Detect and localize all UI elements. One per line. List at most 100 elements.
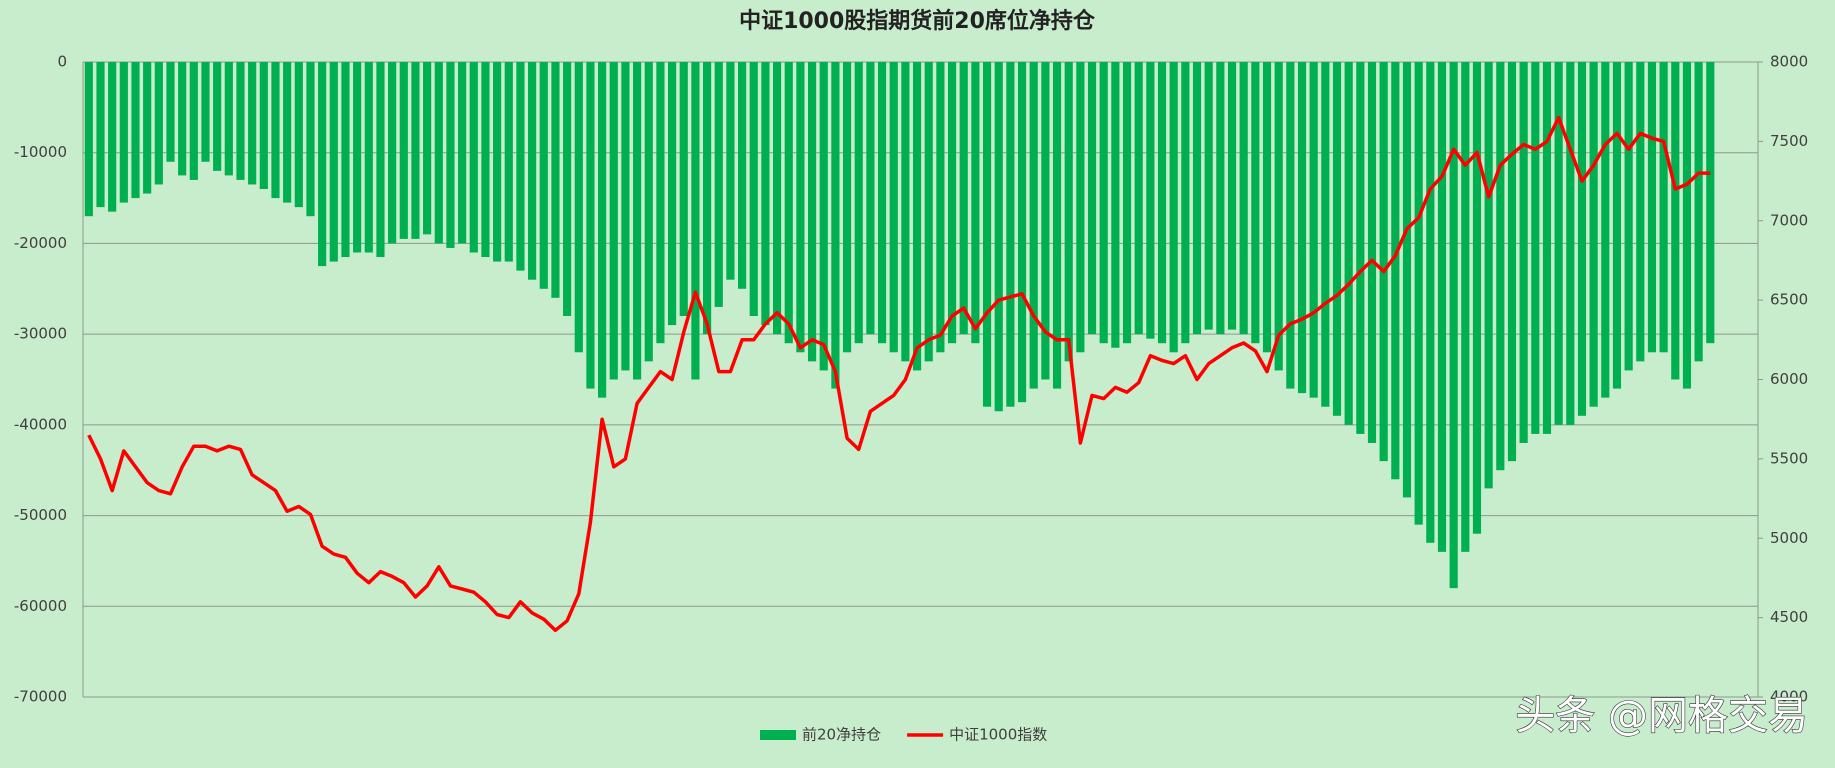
bar <box>1344 62 1353 425</box>
bar <box>889 62 898 353</box>
bar <box>1694 62 1703 362</box>
bar <box>341 62 350 258</box>
y2-tick-label: 6500 <box>1770 291 1808 309</box>
bar <box>656 62 665 344</box>
bar <box>644 62 653 362</box>
bar <box>399 62 408 239</box>
bar <box>108 62 117 212</box>
bar <box>1041 62 1050 380</box>
bar <box>84 62 93 217</box>
bar <box>1204 62 1213 330</box>
bar <box>329 62 338 262</box>
bar <box>1379 62 1388 462</box>
bar <box>1671 62 1680 380</box>
bar <box>1286 62 1295 389</box>
bar <box>1029 62 1038 389</box>
bar <box>1274 62 1283 371</box>
bar <box>1122 62 1132 344</box>
bar <box>714 62 723 307</box>
legend-swatch <box>760 730 796 740</box>
bar <box>1017 62 1027 403</box>
bar <box>842 62 852 353</box>
bar <box>376 62 385 258</box>
bar <box>679 62 688 316</box>
y-tick-label: -60000 <box>14 597 67 615</box>
bar <box>283 62 292 203</box>
bar <box>1437 62 1447 552</box>
legend-label: 前20净持仓 <box>802 726 881 744</box>
bar <box>1449 62 1458 589</box>
bar <box>1542 62 1552 434</box>
y2-tick-label: 6000 <box>1770 370 1808 388</box>
bar <box>213 62 222 171</box>
bar <box>1146 62 1155 339</box>
bar <box>1157 62 1167 344</box>
chart-title: 中证1000股指期货前20席位净持仓 <box>739 8 1096 34</box>
bar <box>411 62 420 239</box>
bar <box>749 62 758 316</box>
bar <box>551 62 560 298</box>
bar <box>621 62 630 371</box>
bar <box>388 62 397 244</box>
bar <box>1601 62 1610 398</box>
bar <box>143 62 152 194</box>
bar <box>1099 62 1108 344</box>
bar <box>1554 62 1563 425</box>
plot-area: 0 -10000 -20000 -30000 -40000 -50000 -60000 -70… <box>14 53 1808 706</box>
bar <box>236 62 245 180</box>
bar <box>912 62 922 371</box>
bar <box>831 62 840 389</box>
bar <box>516 62 525 271</box>
bar <box>1169 62 1178 353</box>
bar <box>353 62 362 253</box>
bar <box>178 62 187 176</box>
bar <box>1659 62 1668 353</box>
bar <box>493 62 502 262</box>
bar <box>959 62 968 335</box>
y-tick-label: 0 <box>57 53 67 71</box>
y2-tick-label: 4500 <box>1770 608 1808 626</box>
bar <box>248 62 257 185</box>
bar <box>224 62 233 176</box>
bar <box>154 62 163 185</box>
bar <box>1262 62 1272 353</box>
bar <box>1391 62 1400 480</box>
bar <box>1636 62 1645 362</box>
bar <box>306 62 315 217</box>
bar <box>1181 62 1190 344</box>
bar <box>423 62 432 235</box>
bar <box>901 62 910 362</box>
bar <box>1414 62 1423 525</box>
bar <box>1192 62 1202 335</box>
bar <box>1227 62 1237 330</box>
bar <box>1251 62 1260 344</box>
y2-tick-label: 7500 <box>1770 132 1808 150</box>
bar <box>772 62 782 335</box>
bar <box>1239 62 1248 335</box>
y2-tick-label: 5500 <box>1770 449 1808 467</box>
bar <box>703 62 712 335</box>
bar <box>1682 62 1692 389</box>
bar <box>994 62 1003 412</box>
bar <box>1461 62 1470 552</box>
bar <box>528 62 537 280</box>
bar <box>96 62 105 208</box>
watermark: 头条 @网格交易 <box>1515 693 1808 739</box>
bar <box>481 62 490 258</box>
bar <box>189 62 198 180</box>
bar <box>294 62 303 208</box>
bar <box>563 62 572 316</box>
bar <box>1566 62 1575 425</box>
bar <box>586 62 595 389</box>
bar <box>1064 62 1073 362</box>
bar <box>1496 62 1505 471</box>
bar <box>1332 62 1342 416</box>
bar <box>1426 62 1435 543</box>
bar <box>796 62 805 353</box>
bar <box>271 62 280 199</box>
bar <box>364 62 373 253</box>
line <box>87 115 1711 633</box>
bar <box>259 62 268 189</box>
bar <box>819 62 828 371</box>
bar <box>1624 62 1633 371</box>
